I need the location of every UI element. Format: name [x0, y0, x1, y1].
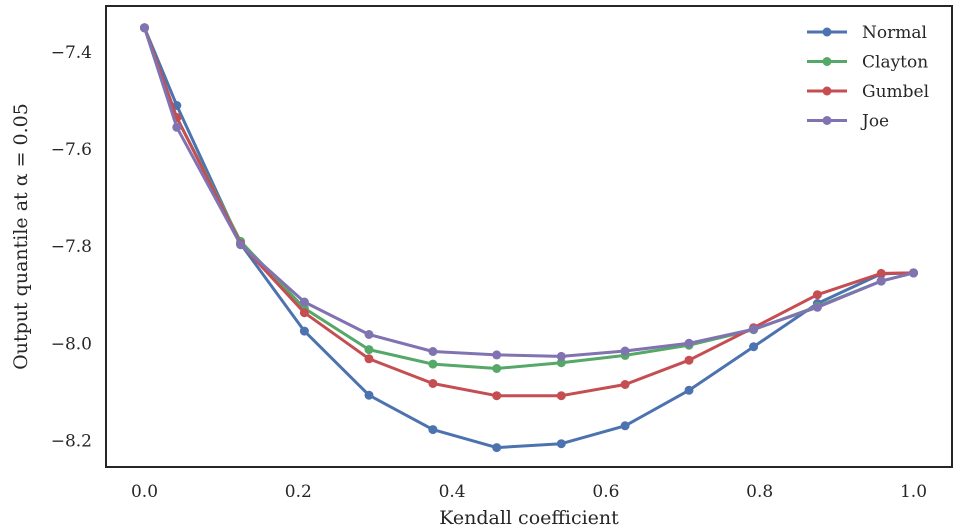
data-point-joe	[812, 302, 822, 312]
data-point-joe	[556, 351, 566, 361]
data-point-normal	[749, 342, 759, 352]
data-point-gumbel	[620, 380, 630, 389]
plot-area	[140, 23, 918, 453]
data-point-normal	[684, 385, 694, 395]
legend-marker-joe	[822, 116, 832, 125]
x-tick-label: 0.0	[131, 482, 158, 502]
legend-label-clayton: Clayton	[862, 53, 928, 73]
data-point-normal	[299, 326, 309, 336]
legend-marker-clayton	[822, 57, 832, 66]
data-point-joe	[299, 297, 309, 307]
data-point-gumbel	[556, 391, 566, 401]
legend-marker-gumbel	[822, 86, 832, 96]
data-point-gumbel	[428, 379, 438, 388]
series-line-joe	[143, 26, 915, 358]
legend-marker-normal	[822, 27, 832, 37]
legend-label-normal: Normal	[862, 23, 927, 43]
data-point-clayton	[556, 358, 566, 368]
data-point-clayton	[492, 364, 502, 373]
data-point-gumbel	[812, 290, 822, 300]
data-point-normal	[556, 439, 566, 449]
y-tick-label: −8.2	[51, 431, 92, 451]
y-tick-label: −7.4	[51, 43, 92, 63]
x-axis-title: Kendall coefficient	[439, 507, 619, 529]
data-point-joe	[876, 276, 886, 286]
x-tick-label: 1.0	[900, 482, 927, 502]
x-tick-label: 0.8	[746, 482, 773, 502]
data-point-clayton	[428, 359, 438, 369]
data-point-joe	[364, 330, 374, 339]
data-point-joe	[236, 240, 246, 250]
data-point-joe	[428, 347, 438, 356]
legend-label-joe: Joe	[860, 112, 889, 132]
legend-label-gumbel: Gumbel	[862, 82, 929, 102]
data-point-joe	[909, 268, 918, 278]
data-point-joe	[172, 122, 182, 132]
data-point-joe	[749, 324, 759, 334]
data-point-clayton	[364, 345, 374, 355]
y-tick-label: −7.6	[51, 140, 92, 160]
data-point-gumbel	[364, 354, 374, 364]
axes: 0.0 0.2 0.4 0.6 0.8 1.0 −7.4 −7.6 −7.8 −8.0 −8.2	[51, 5, 953, 502]
data-point-gumbel	[876, 268, 886, 278]
data-point-gumbel	[492, 391, 502, 401]
data-point-joe	[492, 350, 502, 360]
y-tick-label: −8.0	[51, 334, 92, 354]
x-tick-label: 0.6	[592, 482, 619, 502]
x-tick-label: 0.4	[439, 482, 466, 502]
data-point-gumbel	[684, 355, 694, 365]
series-line-gumbel	[143, 26, 915, 398]
y-tick-label: −7.8	[51, 237, 92, 257]
data-point-gumbel	[299, 308, 309, 318]
data-point-joe	[140, 23, 149, 33]
data-point-normal	[428, 425, 438, 435]
legend: Normal Clayton Gumbel Joe	[807, 23, 929, 132]
data-point-joe	[620, 346, 630, 356]
x-tick-label: 0.2	[285, 482, 312, 502]
axes-frame	[105, 5, 953, 468]
y-axis-title: Output quantile at α = 0.05	[10, 103, 32, 370]
data-point-joe	[684, 338, 694, 348]
data-point-normal	[492, 443, 502, 453]
data-point-normal	[364, 390, 374, 400]
data-point-normal	[620, 421, 630, 431]
series-line-normal	[143, 26, 915, 450]
